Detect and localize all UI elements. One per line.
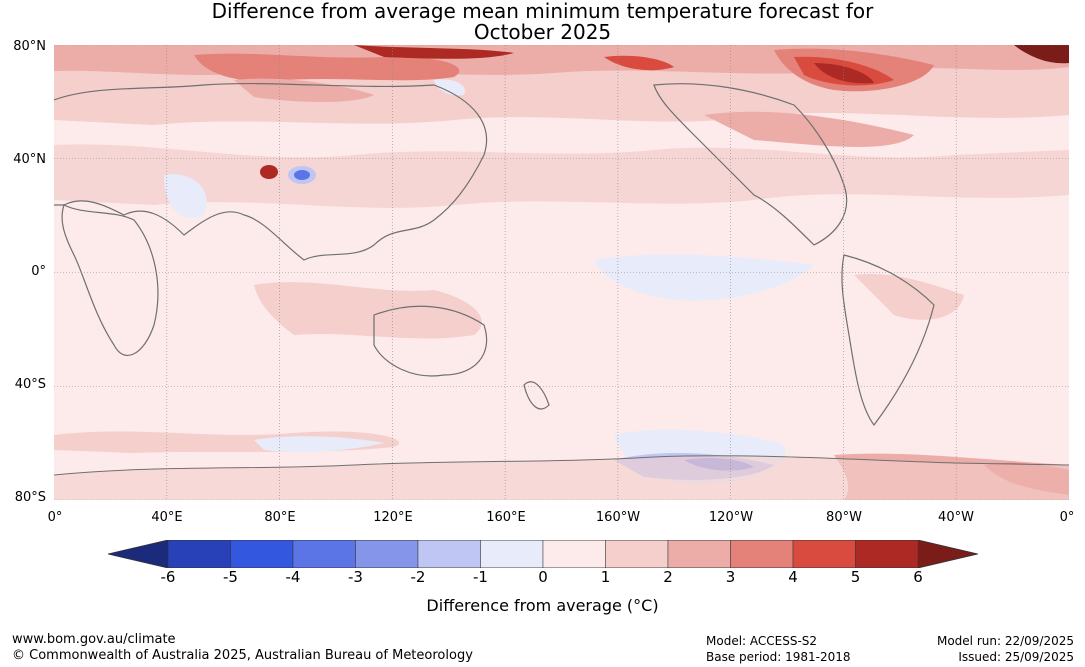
colorbar-tick-label: -5 (223, 568, 238, 586)
temperature-anomaly-map (54, 45, 1069, 500)
lon-label-40w: 40°W (938, 510, 974, 525)
south-indian-cool (254, 436, 384, 453)
footer-url: www.bom.gov.au/climate (12, 632, 176, 647)
colorbar-tick-label: 4 (788, 568, 798, 586)
alaska-warm-patch (604, 55, 674, 71)
himalaya-hot-spot (260, 165, 278, 179)
footer-base-period: Base period: 1981-2018 (706, 650, 851, 664)
colorbar-tick-label: -6 (160, 568, 176, 586)
arctic-hot-streak (354, 45, 514, 59)
arabia-cool (164, 174, 207, 219)
australia-outline (373, 305, 488, 377)
lon-label-40e: 40°E (151, 510, 183, 525)
colorbar-segment (167, 540, 231, 568)
map-gridlines (54, 45, 1069, 500)
south-america-outline (841, 254, 935, 427)
lon-label-160e: 160°E (486, 510, 526, 525)
asia-warm-patch (234, 78, 374, 102)
siberia-cool-spot (434, 79, 465, 96)
footer-copyright: © Commonwealth of Australia 2025, Austra… (12, 648, 473, 663)
colorbar-label: Difference from average (°C) (426, 596, 659, 615)
north-america-outline (653, 83, 848, 246)
indian-ocean-warm (254, 282, 482, 339)
colorbar-tick-label: -1 (473, 568, 488, 586)
colorbar-segment (667, 540, 731, 568)
colorbar-tick-label: -4 (285, 568, 301, 586)
east-pacific-cool (594, 254, 814, 301)
colorbar-tick-label: 5 (850, 568, 861, 586)
greenland-hot-patch (1014, 45, 1069, 64)
north-america-warm-patch (704, 111, 914, 147)
map-title-line1: Difference from average mean minimum tem… (211, 0, 874, 23)
colorbar-segments (108, 540, 978, 568)
new-zealand-outline (523, 381, 550, 410)
colorbar-tick-label: 2 (663, 568, 673, 586)
colorbar-tick-label: -2 (410, 568, 426, 586)
footer-model-run: Model run: 22/09/2025 (936, 634, 1074, 648)
colorbar-segment (542, 540, 606, 568)
map-title-line2: October 2025 (473, 20, 612, 44)
canada-hottest-patch (814, 63, 874, 84)
colorbar-segment (605, 540, 669, 568)
colorbar-segment (480, 540, 544, 568)
lat-label-40s: 40°S (14, 377, 46, 392)
footer-model: Model: ACCESS-S2 (706, 634, 818, 648)
footer-issued: Issued: 25/09/2025 (958, 650, 1074, 664)
colorbar-tick-label: 6 (913, 568, 923, 586)
lon-label-0-right: 0° (1059, 510, 1075, 525)
lon-label-120e: 120°E (373, 510, 413, 525)
africa-outline (61, 204, 159, 356)
colorbar-segment (730, 540, 794, 568)
colorbar-segment (292, 540, 356, 568)
lon-label-0-left: 0° (47, 510, 63, 525)
lat-label-80s: 80°S (14, 490, 46, 505)
colorbar-tick-label: 3 (725, 568, 736, 586)
colorbar-tick-label: -3 (348, 568, 363, 586)
eurasia-outline (54, 82, 488, 261)
colorbar-tick-label: 0 (538, 568, 548, 586)
colorbar-segment (855, 540, 919, 568)
colorbar-tick-label: 1 (600, 568, 611, 586)
lon-label-80w: 80°W (826, 510, 862, 525)
atlantic-warm (854, 274, 964, 320)
north-midlat-band (54, 144, 1069, 208)
colorbar-segment (230, 540, 294, 568)
tibet-cold-core (294, 170, 310, 180)
lon-label-80e: 80°E (264, 510, 296, 525)
lon-label-120w: 120°W (708, 510, 754, 525)
colorbar-extend-high (918, 540, 978, 568)
colorbar (108, 540, 978, 568)
colorbar-extend-low (108, 540, 168, 568)
colorbar-segment (355, 540, 419, 568)
lon-label-160w: 160°W (595, 510, 641, 525)
coastlines (54, 82, 935, 427)
lat-label-0: 0° (31, 264, 46, 279)
colorbar-segment (792, 540, 856, 568)
antarctica-coast (54, 455, 1069, 476)
siberia-warm-patch (194, 53, 460, 82)
lat-label-80n: 80°N (13, 39, 46, 54)
colorbar-segment (417, 540, 481, 568)
lat-label-40n: 40°N (13, 152, 46, 167)
